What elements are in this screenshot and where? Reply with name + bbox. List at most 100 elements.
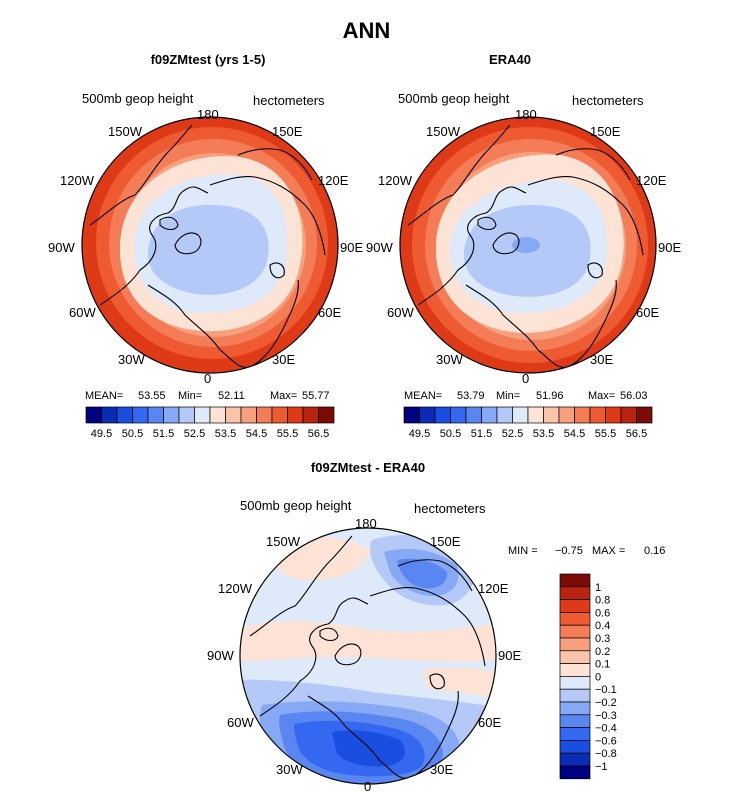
right-mean-value: 53.79: [457, 390, 485, 402]
right-band-9: [512, 237, 540, 253]
page-title: ANN: [342, 18, 391, 43]
bottom-lon-60w: 60W: [227, 715, 254, 730]
bottom-colorbar-swatch: [559, 624, 591, 639]
left-lon-180: 180: [197, 107, 219, 122]
bottom-min-value: −0.75: [555, 545, 583, 557]
bottom-lon-120e: 120E: [478, 581, 509, 596]
bottom-colorbar-swatch: [559, 688, 591, 703]
bottom-map-boundary: [239, 527, 497, 785]
bottom-colorbar-swatch: [559, 573, 591, 588]
bottom-colorbar-swatch: [559, 586, 591, 600]
right-colorbar-tick-label: 53.5: [533, 428, 554, 440]
bottom-field-label: 500mb geop height: [240, 498, 352, 513]
right-colorbar-tick-label: 52.5: [502, 428, 523, 440]
right-colorbar-swatch: [496, 406, 513, 424]
left-lon-0: 0: [204, 371, 212, 386]
left-mean-value: 53.55: [138, 390, 166, 402]
bottom-colorbar-swatch: [559, 650, 591, 664]
left-colorbar-swatch: [302, 406, 319, 424]
left-lon-120e: 120E: [318, 173, 349, 188]
bottom-colorbar-tick-label: 0.4: [595, 620, 610, 632]
bottom-pos-east: [422, 667, 496, 700]
right-lon-120e: 120E: [636, 173, 667, 188]
bottom-lon-150e: 150E: [430, 534, 461, 549]
bottom-colorbar-tick-label: −1: [595, 761, 608, 773]
right-colorbar-swatch: [636, 406, 653, 424]
right-min-label: Min=: [496, 390, 521, 402]
left-lon-150e: 150E: [272, 124, 303, 139]
left-colorbar-swatch: [256, 406, 273, 424]
left-lon-150w: 150W: [108, 124, 142, 139]
left-band-8: [147, 204, 269, 295]
bottom-colorbar-tick-label: −0.3: [595, 710, 617, 722]
right-lon-150w: 150W: [426, 124, 460, 139]
right-map-boundary: [399, 116, 657, 374]
right-units-label: hectometers: [572, 93, 644, 108]
right-colorbar-swatch: [589, 406, 606, 424]
bottom-colorbar-swatch: [559, 740, 591, 754]
bottom-colorbar-swatch: [559, 599, 591, 613]
bottom-lon-150w: 150W: [266, 534, 300, 549]
bottom-colorbar-tick-label: 0.3: [595, 633, 610, 645]
right-field-label: 500mb geop height: [398, 91, 510, 106]
bottom-colorbar-tick-label: 0.6: [595, 607, 610, 619]
right-lon-150e: 150E: [590, 124, 621, 139]
left-max-value: 55.77: [302, 390, 330, 402]
right-lon-30e: 30E: [590, 352, 614, 367]
left-colorbar-swatch: [209, 406, 226, 424]
bottom-colorbar-swatch: [559, 637, 591, 652]
left-colorbar-swatch: [163, 406, 180, 424]
right-colorbar-swatch: [574, 406, 591, 424]
bottom-colorbar-tick-label: 1: [595, 582, 601, 594]
bottom-units-label: hectometers: [414, 501, 486, 516]
left-lon-60e: 60E: [318, 305, 342, 320]
bottom-neg-ne-3: [397, 558, 448, 589]
bottom-colorbar-swatch: [559, 701, 591, 716]
right-colorbar-swatch: [512, 406, 529, 424]
right-lon-90e: 90E: [658, 240, 682, 255]
left-colorbar-swatch: [178, 406, 195, 424]
left-colorbar-tick-label: 53.5: [215, 428, 236, 440]
left-max-label: Max=: [270, 390, 298, 402]
bottom-colorbar-tick-label: −0.8: [595, 748, 617, 760]
right-lon-180: 180: [515, 107, 537, 122]
bottom-colorbar-swatch: [559, 612, 591, 626]
bottom-colorbar-tick-label: 0.8: [595, 595, 610, 607]
bottom-colorbar-swatch: [559, 714, 591, 728]
right-colorbar-tick-label: 55.5: [595, 428, 616, 440]
left-mean-label: MEAN=: [85, 390, 124, 402]
bottom-coastlines: [249, 535, 486, 779]
left-colorbar-tick-label: 55.5: [277, 428, 298, 440]
left-colorbar-tick-label: 49.5: [91, 428, 112, 440]
left-colorbar-swatch: [194, 406, 211, 424]
bottom-colorbar-tick-label: −0.2: [595, 697, 617, 709]
left-colorbar-swatch: [225, 406, 242, 424]
left-colorbar-swatch: [318, 406, 335, 424]
right-lon-120w: 120W: [378, 173, 412, 188]
left-colorbar-tick-label: 50.5: [122, 428, 143, 440]
right-coastlines: [407, 124, 644, 368]
right-colorbar-swatch: [481, 406, 498, 424]
bottom-panel-title: f09ZMtest - ERA40: [310, 460, 426, 475]
right-colorbar-swatch: [558, 406, 575, 424]
left-colorbar-tick-label: 54.5: [246, 428, 267, 440]
left-colorbar-tick-label: 51.5: [153, 428, 174, 440]
bottom-colorbar-swatch: [559, 765, 591, 780]
left-lon-60w: 60W: [69, 305, 96, 320]
right-lon-60w: 60W: [387, 305, 414, 320]
left-colorbar-tick-label: 56.5: [308, 428, 329, 440]
bottom-colorbar-tick-label: 0: [595, 671, 601, 683]
left-colorbar-swatch: [271, 406, 288, 424]
right-lon-90w: 90W: [366, 240, 393, 255]
left-panel-title: f09ZMtest (yrs 1-5): [150, 52, 266, 67]
bottom-lon-60e: 60E: [478, 715, 502, 730]
bottom-colorbar-tick-label: 0.2: [595, 646, 610, 658]
bottom-max-value: 0.16: [644, 545, 666, 557]
right-colorbar-tick-label: 50.5: [440, 428, 461, 440]
left-polar-map: [81, 116, 339, 374]
bottom-colorbar-swatch: [559, 663, 591, 677]
right-colorbar-tick-label: 49.5: [409, 428, 430, 440]
left-units-label: hectometers: [253, 93, 325, 108]
left-colorbar-swatch: [85, 406, 102, 424]
right-colorbar-swatch: [527, 406, 544, 424]
